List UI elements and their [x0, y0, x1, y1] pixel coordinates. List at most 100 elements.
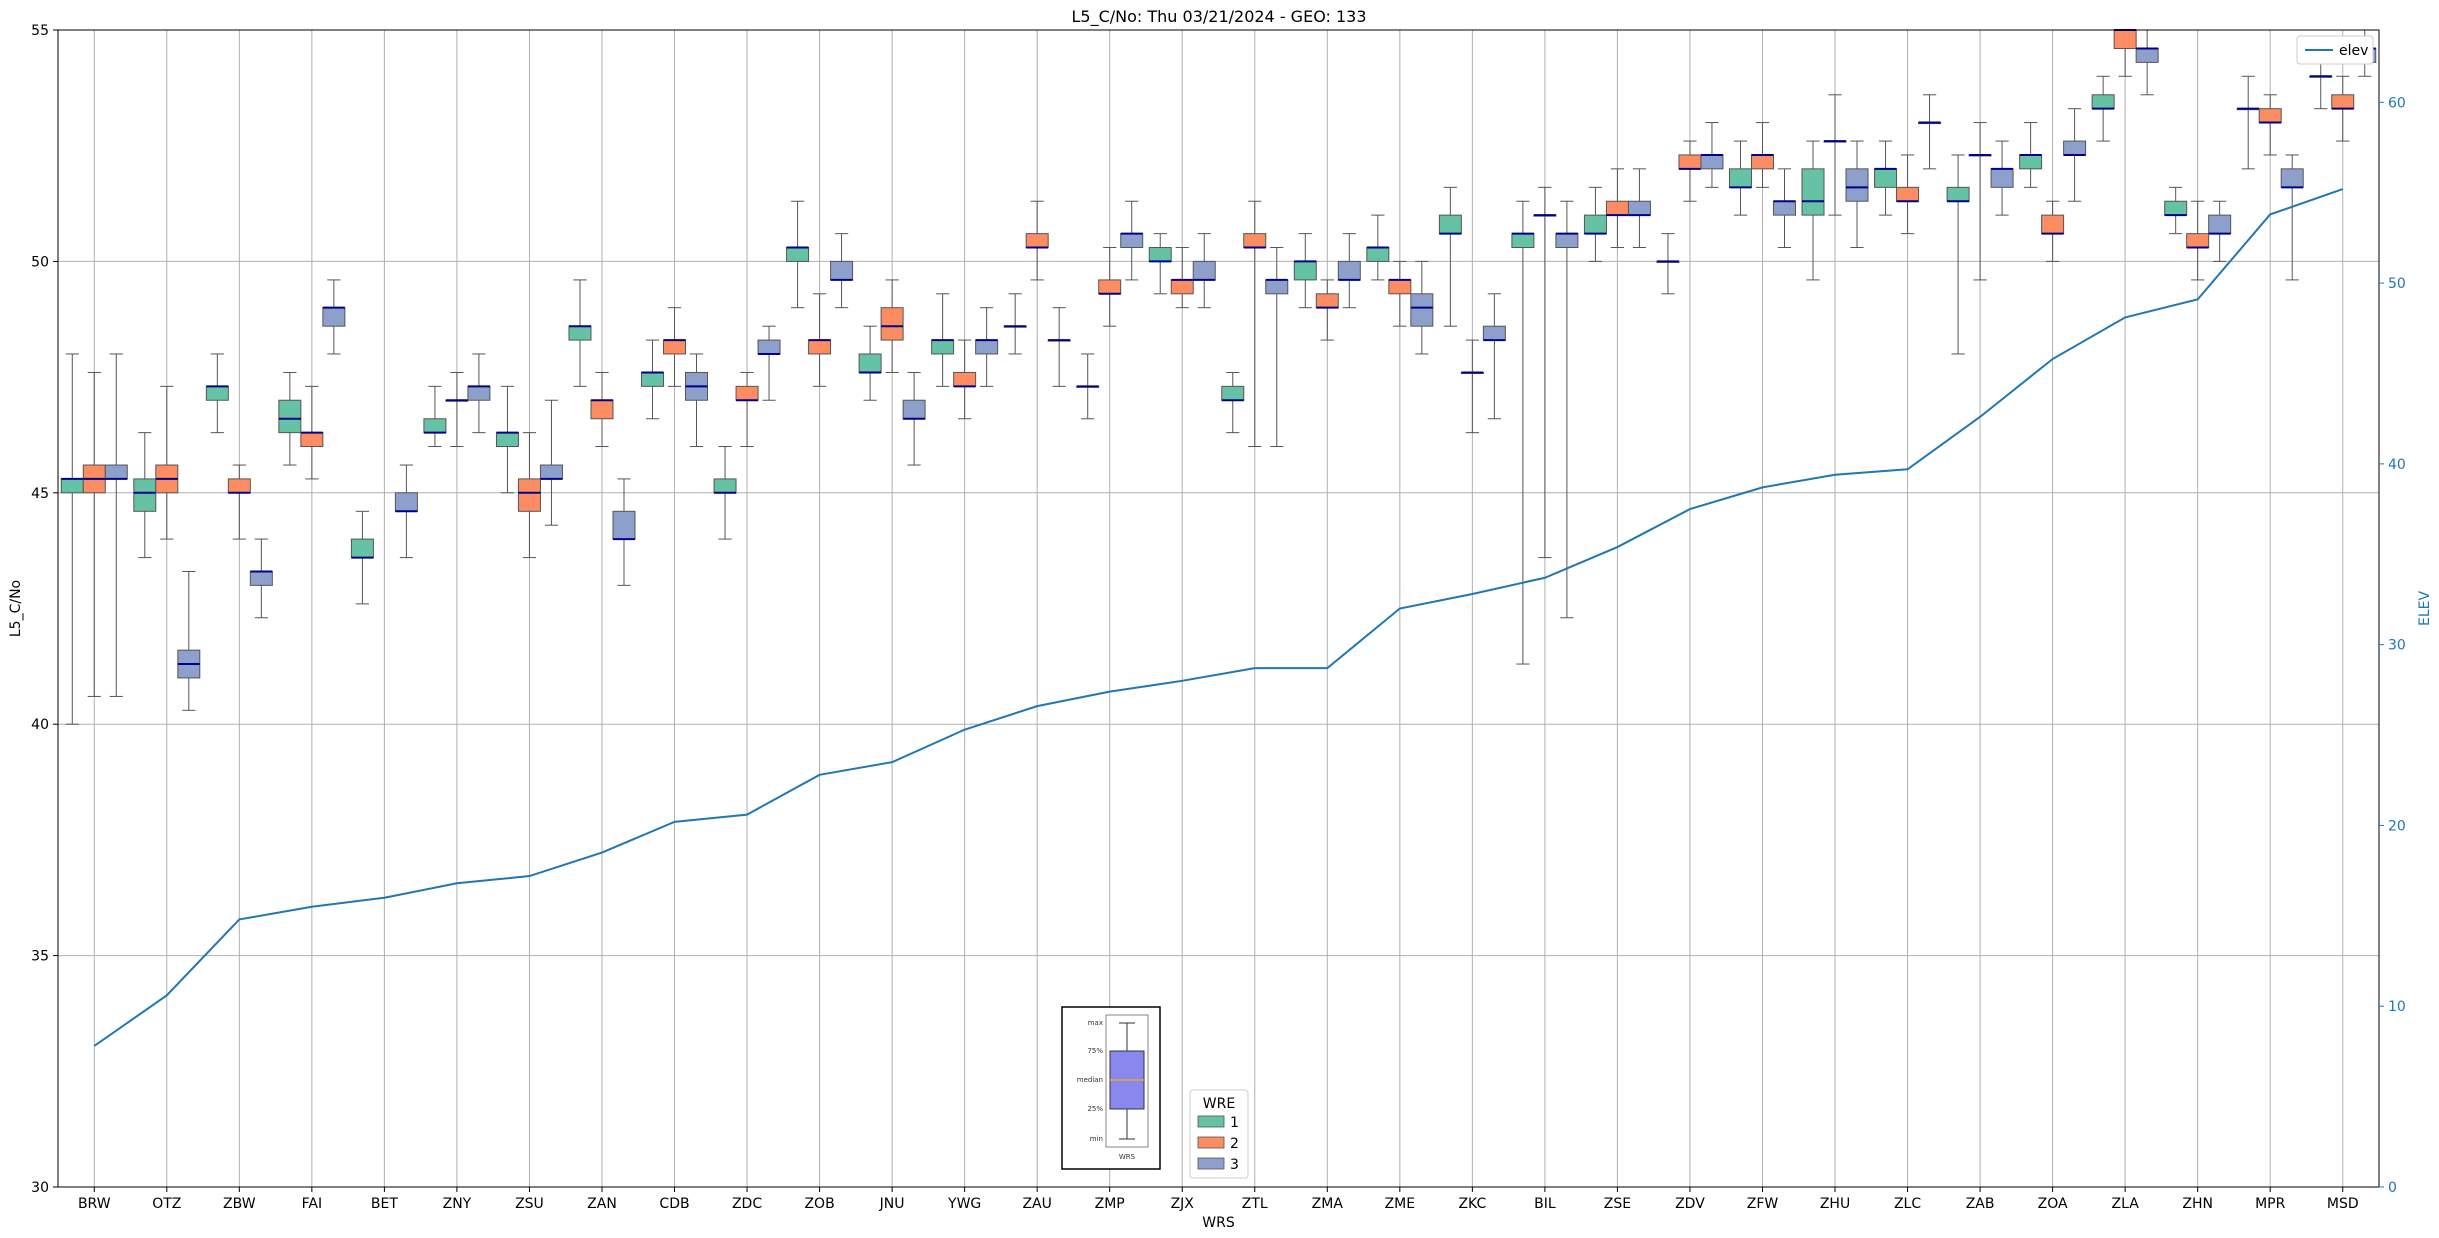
box-iqr — [227, 478, 251, 494]
box-iqr — [1293, 260, 1317, 281]
wre-legend-swatch-1 — [1197, 1115, 1225, 1128]
box-MPR-wre1 — [2236, 75, 2260, 170]
box-iqr — [1555, 233, 1579, 249]
box-ZAU-wre2 — [1025, 200, 1049, 281]
box-CDB-wre3 — [685, 353, 709, 448]
y-tick-label: 50 — [31, 254, 49, 270]
box-ZME-wre3 — [1410, 260, 1434, 355]
box-iqr — [322, 307, 346, 327]
x-tick-label: ZOA — [2038, 1196, 2068, 1212]
box-iqr — [1388, 279, 1412, 295]
box-ZMP-wre2 — [1098, 247, 1122, 327]
box-OTZ-wre3 — [177, 570, 201, 711]
elev-legend-frame — [2296, 35, 2374, 65]
elev-legend: elev — [2296, 35, 2374, 65]
x-tick-label: ZFW — [1747, 1196, 1779, 1212]
box-ZAU-wre3 — [1047, 307, 1071, 387]
x-axis-title: WRS — [1202, 1215, 1235, 1231]
box-CDB-wre2 — [663, 307, 687, 387]
x-tick-label: YWG — [947, 1196, 981, 1212]
box-ZKC-wre3 — [1482, 293, 1506, 420]
box-ZJX-wre2 — [1170, 247, 1194, 309]
box-iqr — [1605, 200, 1629, 216]
x-tick-label: ZJX — [1171, 1196, 1195, 1212]
wre-legend-label-2: 2 — [1230, 1136, 1239, 1152]
box-JNU-wre3 — [902, 371, 926, 466]
x-tick-label: BRW — [78, 1196, 111, 1212]
box-iqr — [1772, 200, 1796, 216]
box-ZAB-wre3 — [1990, 140, 2014, 216]
box-iqr — [2041, 214, 2065, 235]
x-tick-label: ZHN — [2182, 1196, 2213, 1212]
box-ZNY-wre1 — [423, 385, 447, 448]
y-right-tick-label: 60 — [2388, 95, 2406, 111]
box-iqr — [1410, 293, 1434, 327]
box-ZSU-wre3 — [539, 399, 563, 526]
box-iqr — [931, 339, 955, 355]
y-tick-label: 45 — [31, 486, 49, 502]
wre-legend-frame — [1189, 1089, 1249, 1179]
box-iqr — [1025, 233, 1049, 249]
box-iqr — [1583, 214, 1607, 235]
box-ZHN-wre2 — [2186, 200, 2210, 281]
box-iqr — [1627, 200, 1651, 216]
box-ZMA-wre3 — [1337, 233, 1361, 309]
wre-legend-label-1: 1 — [1230, 1115, 1239, 1131]
box-ZDC-wre3 — [757, 325, 781, 401]
box-YWG-wre2 — [953, 339, 977, 420]
x-tick-label: MSD — [2327, 1196, 2359, 1212]
inset-label: max — [1088, 1019, 1103, 1027]
box-iqr — [1148, 247, 1172, 262]
y-right-tick-label: 20 — [2388, 818, 2406, 834]
box-FAI-wre2 — [300, 385, 324, 480]
box-BIL-wre3 — [1555, 200, 1579, 619]
box-ZDC-wre1 — [713, 446, 737, 540]
box-ZAN-wre2 — [590, 371, 614, 448]
axes: BRW OTZ ZBW FAI BET ZNY ZSU ZAN CDB ZDC ZOB JNU YWG Z… — [31, 23, 2406, 1212]
x-tick-label: ZHU — [1820, 1196, 1850, 1212]
box-FAI-wre3 — [322, 279, 346, 355]
x-tick-label: CDB — [659, 1196, 689, 1212]
box-iqr — [2019, 154, 2043, 170]
box-iqr — [517, 478, 541, 512]
box-iqr — [2258, 108, 2282, 124]
box-ZSE-wre3 — [1627, 168, 1651, 249]
box-CDB-wre1 — [641, 339, 665, 420]
box-iqr — [590, 399, 614, 420]
box-iqr — [1801, 168, 1825, 216]
box-BRW-wre2 — [82, 371, 106, 697]
box-iqr — [975, 339, 999, 355]
box-iqr — [60, 478, 84, 494]
x-tick-label: ZME — [1385, 1196, 1416, 1212]
box-JNU-wre1 — [858, 325, 882, 401]
box-iqr — [1511, 233, 1535, 249]
wre-legend-items: 1 2 3 — [1197, 1115, 1239, 1173]
box-iqr — [641, 371, 665, 387]
box-MPR-wre2 — [2258, 94, 2282, 156]
y-axis-title: L5_C/No — [8, 580, 24, 637]
box-iqr — [300, 432, 324, 448]
x-tick-label: ZMP — [1095, 1196, 1125, 1212]
box-ZTL-wre1 — [1221, 371, 1245, 434]
box-iqr — [1896, 186, 1920, 202]
box-iqr — [808, 339, 832, 355]
box-BIL-wre2 — [1533, 186, 1557, 559]
box-BRW-wre3 — [104, 353, 128, 697]
box-ZLC-wre2 — [1896, 154, 1920, 235]
plot-frame — [57, 29, 2380, 1188]
box-iqr — [1728, 168, 1752, 188]
box-iqr — [1750, 154, 1774, 170]
inset-label: 25% — [1087, 1105, 1103, 1113]
box-OTZ-wre2 — [155, 385, 179, 540]
box-iqr — [1990, 168, 2014, 188]
box-ZMA-wre1 — [1293, 233, 1317, 309]
box-ZDV-wre2 — [1678, 140, 1702, 202]
box-ZHU-wre2 — [1823, 94, 1847, 216]
box-iqr — [249, 570, 273, 586]
inset-label: 75% — [1087, 1047, 1103, 1055]
inset-label: median — [1077, 1076, 1103, 1084]
box-ZKC-wre2 — [1460, 339, 1484, 434]
box-iqr — [1265, 279, 1289, 295]
y-right-tick-label: 30 — [2388, 638, 2406, 654]
box-YWG-wre3 — [975, 307, 999, 387]
